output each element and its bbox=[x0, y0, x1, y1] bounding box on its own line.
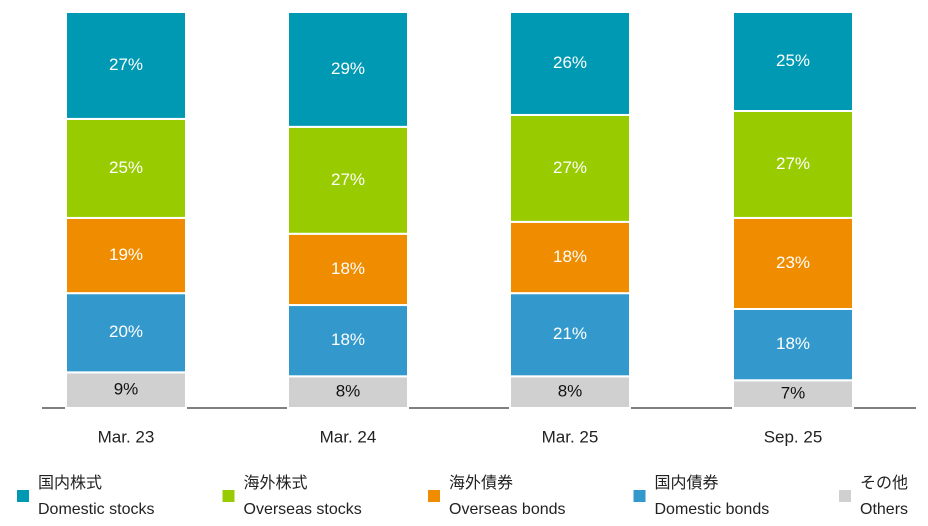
legend-label: 国内債券 bbox=[655, 474, 719, 492]
value-label: 27% bbox=[109, 55, 143, 74]
value-label: 7% bbox=[781, 384, 806, 403]
value-label: 25% bbox=[109, 158, 143, 177]
bar-segment bbox=[732, 379, 854, 409]
bar-segment bbox=[287, 125, 409, 235]
bar-segment bbox=[732, 216, 854, 310]
legend-swatch bbox=[633, 490, 646, 502]
bar-segment bbox=[65, 371, 187, 409]
legend-label: その他 bbox=[860, 474, 908, 492]
value-label: 27% bbox=[776, 154, 810, 173]
value-label: 9% bbox=[114, 380, 139, 399]
value-label: 21% bbox=[553, 324, 587, 343]
value-label: 27% bbox=[331, 170, 365, 189]
value-label: 26% bbox=[553, 53, 587, 72]
value-label: 18% bbox=[331, 259, 365, 278]
bar-segment bbox=[287, 11, 409, 128]
legend-label: 海外株式 bbox=[244, 474, 308, 492]
value-label: 25% bbox=[776, 51, 810, 70]
bar-segment bbox=[287, 375, 409, 410]
value-label: 18% bbox=[331, 330, 365, 349]
x-tick-label: Mar. 24 bbox=[320, 427, 377, 446]
legend-sublabel: Overseas bonds bbox=[449, 501, 566, 518]
value-label: 19% bbox=[109, 245, 143, 264]
bar-segment bbox=[509, 375, 631, 410]
bar-segment bbox=[509, 220, 631, 295]
bar-segment bbox=[732, 11, 854, 112]
bar-segment bbox=[65, 117, 187, 219]
legend-swatch bbox=[17, 490, 29, 502]
x-tick-label: Mar. 23 bbox=[98, 427, 155, 446]
value-label: 29% bbox=[331, 59, 365, 78]
legend-label: 国内株式 bbox=[38, 474, 102, 492]
x-tick-label: Mar. 25 bbox=[542, 427, 599, 446]
legend-label: 海外債券 bbox=[449, 474, 513, 492]
bar-segment bbox=[732, 308, 854, 382]
value-label: 8% bbox=[336, 382, 361, 401]
bar-segment bbox=[65, 292, 187, 374]
legend-sublabel: Domestic bonds bbox=[655, 501, 770, 518]
legend-sublabel: Others bbox=[860, 501, 908, 518]
value-label: 20% bbox=[109, 322, 143, 341]
legend-swatch bbox=[839, 490, 851, 502]
legend-swatch bbox=[428, 490, 440, 502]
value-label: 23% bbox=[776, 253, 810, 272]
bar-segment bbox=[509, 113, 631, 223]
value-label: 18% bbox=[776, 334, 810, 353]
bar-segment bbox=[287, 232, 409, 307]
bar-segment bbox=[509, 11, 631, 116]
x-tick-label: Sep. 25 bbox=[764, 427, 823, 446]
legend-sublabel: Overseas stocks bbox=[244, 501, 362, 518]
value-label: 27% bbox=[553, 158, 587, 177]
value-label: 8% bbox=[558, 382, 583, 401]
bar-segment bbox=[732, 110, 854, 219]
bar-segment bbox=[65, 11, 187, 120]
legend-sublabel: Domestic stocks bbox=[38, 501, 154, 518]
legend-swatch bbox=[222, 490, 235, 502]
value-label: 18% bbox=[553, 247, 587, 266]
bar-segment bbox=[509, 292, 631, 378]
bar-segment bbox=[287, 304, 409, 378]
